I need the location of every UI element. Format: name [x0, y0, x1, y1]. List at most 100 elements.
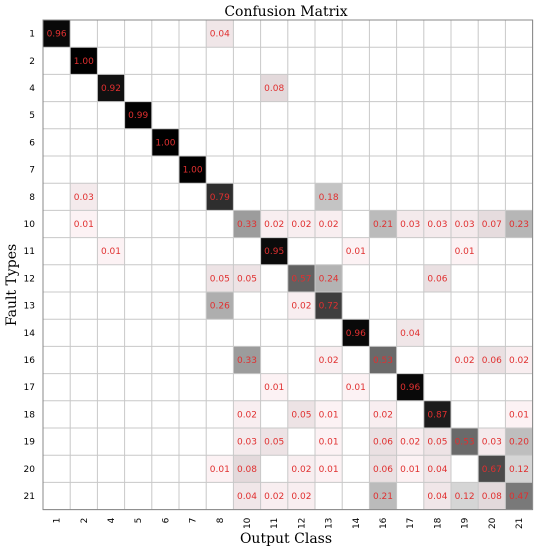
cell-value-label: 0.12 [509, 465, 529, 475]
heatmap-cell [315, 210, 343, 238]
y-tick-label: 19 [24, 438, 36, 448]
cell-value-label: 0.01 [346, 383, 366, 393]
y-tick-label: 12 [24, 274, 35, 284]
x-tick-label: 21 [515, 518, 525, 529]
cell-value-label: 0.06 [373, 438, 393, 448]
cell-value-label: 1.00 [74, 57, 94, 67]
x-tick-label: 11 [270, 518, 280, 529]
heatmap-cell [287, 400, 315, 428]
cell-value-label: 0.18 [319, 193, 339, 203]
heatmap-cell [396, 373, 424, 401]
heatmap-cell [233, 428, 261, 456]
x-tick-label: 2 [80, 518, 90, 524]
y-tick-label: 18 [24, 410, 36, 420]
heatmap-cell [396, 428, 424, 456]
heatmap-cell [315, 428, 343, 456]
heatmap-cell [396, 319, 424, 347]
cell-value-label: 0.02 [509, 356, 529, 366]
heatmap-cell [287, 482, 315, 510]
cell-value-label: 0.05 [237, 274, 257, 284]
cell-value-label: 0.01 [319, 438, 339, 448]
chart-title: Confusion Matrix [224, 4, 347, 20]
cell-value-label: 0.01 [101, 247, 121, 257]
cell-value-label: 0.96 [47, 30, 67, 40]
x-tick-label: 10 [243, 517, 253, 529]
heatmap-cell [260, 482, 288, 510]
cell-value-label: 0.01 [455, 247, 475, 257]
heatmap-cell [206, 183, 234, 211]
cell-value-label: 0.05 [210, 274, 230, 284]
heatmap-cell [206, 264, 234, 292]
x-tick-label: 17 [406, 518, 416, 529]
heatmap-cell [233, 482, 261, 510]
heatmap-cell [396, 455, 424, 483]
heatmap-cell [423, 428, 451, 456]
cell-value-label: 0.05 [291, 410, 311, 420]
cell-value-label: 0.08 [264, 84, 284, 94]
x-tick-label: 20 [488, 517, 498, 529]
heatmap-cell [478, 346, 506, 374]
cell-value-label: 0.02 [264, 492, 284, 502]
cell-value-label: 0.02 [237, 410, 257, 420]
heatmap-cell [70, 210, 98, 238]
heatmap-cell [505, 210, 533, 238]
heatmap-cell [287, 210, 315, 238]
heatmap-cell [369, 428, 397, 456]
heatmap-cell [369, 210, 397, 238]
cell-value-label: 0.02 [291, 302, 311, 312]
heatmap-cell [315, 183, 343, 211]
heatmap-cell [478, 482, 506, 510]
cell-value-label: 0.06 [427, 274, 447, 284]
cell-value-label: 0.01 [264, 383, 284, 393]
cell-value-label: 0.67 [482, 465, 502, 475]
heatmap-cell [451, 482, 479, 510]
y-tick-label: 20 [24, 465, 36, 475]
heatmap-cell [505, 346, 533, 374]
heatmap-cell [70, 47, 98, 75]
cell-value-label: 0.01 [509, 410, 529, 420]
cell-value-label: 0.47 [509, 492, 529, 502]
heatmap-cell [369, 400, 397, 428]
heatmap-cell [233, 455, 261, 483]
heatmap-cell [478, 455, 506, 483]
heatmap-cell [423, 400, 451, 428]
heatmap-cell [396, 210, 424, 238]
cell-value-label: 0.05 [427, 438, 447, 448]
cell-value-label: 0.01 [319, 465, 339, 475]
cell-value-label: 0.53 [455, 438, 475, 448]
cell-value-label: 0.03 [237, 438, 257, 448]
cell-value-label: 0.01 [74, 220, 94, 230]
cell-value-label: 0.24 [319, 274, 339, 284]
y-tick-label: 6 [29, 138, 35, 148]
x-tick-label: 12 [297, 518, 307, 529]
cell-value-label: 0.87 [427, 410, 447, 420]
cell-value-label: 0.57 [291, 274, 311, 284]
cell-value-label: 0.04 [427, 465, 447, 475]
cell-value-label: 0.02 [291, 465, 311, 475]
heatmap-cell [478, 210, 506, 238]
y-tick-label: 8 [29, 193, 35, 203]
y-tick-label: 4 [29, 84, 35, 94]
cell-value-label: 0.26 [210, 302, 230, 312]
heatmap-cell [97, 74, 125, 102]
heatmap-cell [423, 482, 451, 510]
cell-value-label: 0.03 [455, 220, 475, 230]
cell-value-label: 0.96 [346, 329, 366, 339]
cell-value-label: 0.21 [373, 220, 393, 230]
x-tick-label: 14 [352, 517, 362, 529]
cell-value-label: 0.06 [482, 356, 502, 366]
x-tick-label: 16 [379, 517, 389, 529]
cell-value-label: 0.04 [400, 329, 420, 339]
cell-value-label: 0.33 [237, 356, 257, 366]
x-tick-label: 7 [189, 518, 199, 524]
heatmap-cell [505, 428, 533, 456]
cell-value-label: 0.92 [101, 84, 121, 94]
heatmap-cell [315, 455, 343, 483]
cell-value-label: 0.01 [210, 465, 230, 475]
heatmap-cell [478, 428, 506, 456]
heatmap-cell [451, 428, 479, 456]
cell-value-label: 0.02 [455, 356, 475, 366]
cell-value-label: 0.02 [319, 356, 339, 366]
